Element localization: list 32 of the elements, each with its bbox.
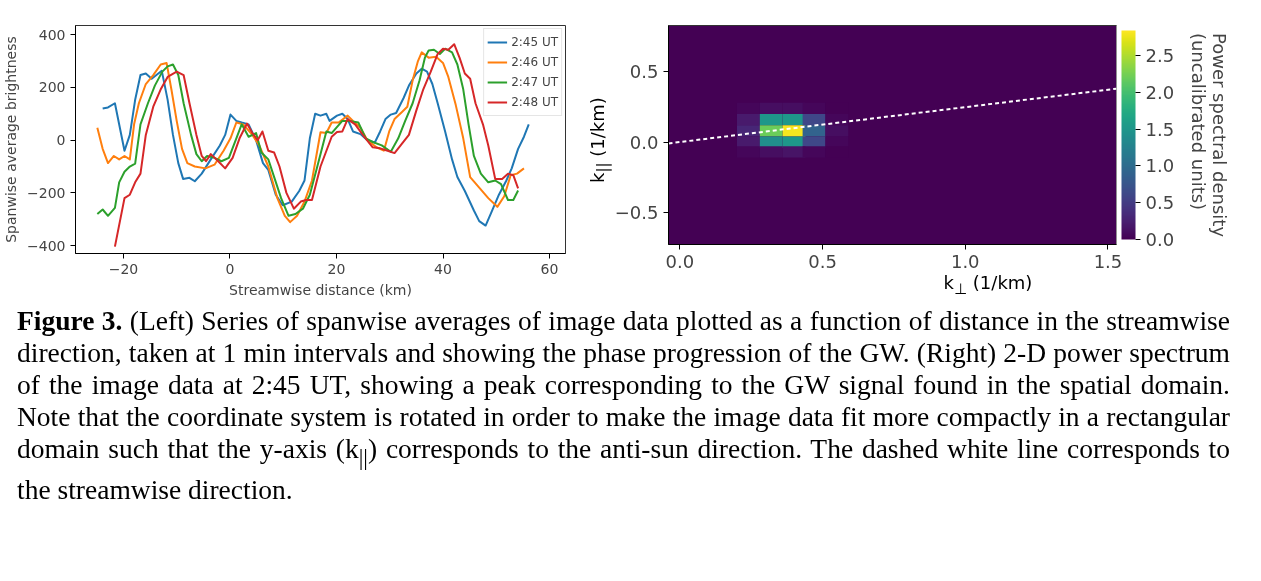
color-bar-title: Power spectral density (uncalibrated units) (1187, 32, 1230, 238)
x-tick-label: 0.0 (665, 250, 695, 272)
caption: Figure 3. (17, 305, 123, 336)
legend-label: 2:47 UT (511, 75, 558, 89)
color-bar-label: 2.0 (1145, 81, 1175, 103)
y-axis-title: Spanwise average brightness (3, 36, 20, 243)
y-tick-label: −400 (27, 237, 66, 254)
x-axis-title: Streamwise distance (km) (229, 281, 412, 298)
x-tick-label: 40 (434, 260, 452, 277)
x-tick-label: 60 (540, 260, 559, 277)
y-tick-label: 400 (38, 26, 66, 43)
x-tick-label: 1.5 (1093, 250, 1123, 272)
y-tick-label: 0 (56, 132, 66, 149)
x-tick-label: −20 (108, 260, 139, 277)
color-bar-label: 1.5 (1145, 118, 1175, 140)
color-bar-label: 1.0 (1145, 155, 1175, 177)
y-tick-label: 200 (38, 79, 66, 96)
y-tick-label: 0.5 (629, 61, 659, 83)
color-bar-label: 2.5 (1145, 45, 1175, 67)
y-tick-label: −200 (27, 184, 66, 201)
x-tick-label: 1.0 (950, 250, 980, 272)
x-tick-label: 20 (327, 260, 346, 277)
x-tick-label: 0.5 (808, 250, 837, 272)
legend-label: 2:48 UT (511, 95, 558, 109)
x-axis-title: k$_{⊥}$ (1/km) (943, 271, 1033, 300)
color-bar-label: 0.5 (1145, 192, 1175, 214)
legend-label: 2:46 UT (511, 55, 558, 69)
y-tick-label: 0.0 (629, 131, 659, 153)
y-tick-label: −0.5 (614, 201, 659, 223)
legend-label: 2:45 UT (511, 35, 558, 49)
color-bar-label: 0.0 (1145, 229, 1175, 250)
x-tick-label: 0 (225, 260, 235, 277)
